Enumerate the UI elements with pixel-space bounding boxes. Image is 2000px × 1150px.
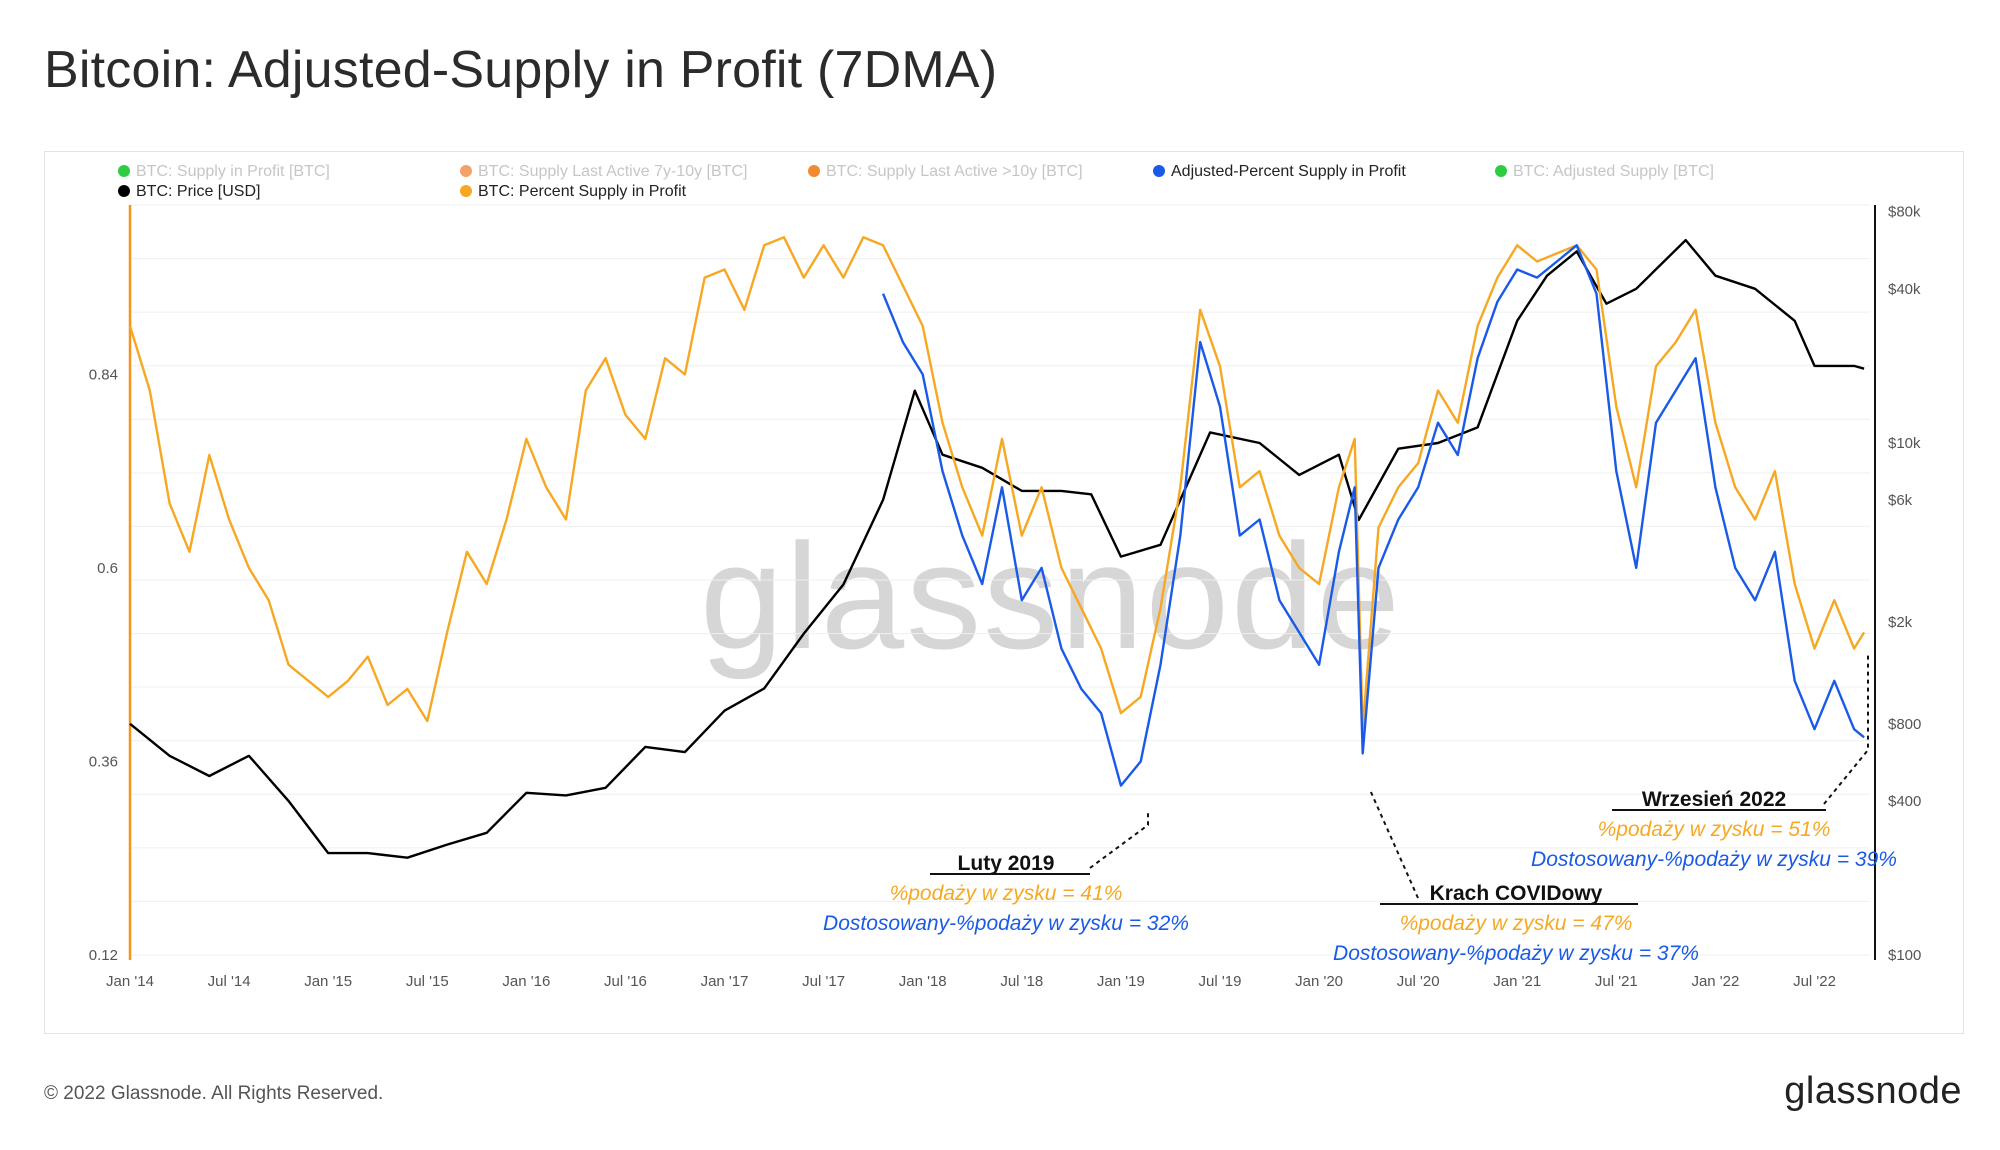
y-right-tick-label: $40k — [1888, 281, 1921, 298]
y-left-tick-label: 0.12 — [89, 947, 118, 964]
x-tick-label: Jul '17 — [802, 973, 845, 990]
y-left-tick-label: 0.6 — [97, 560, 118, 577]
series — [128, 236, 1866, 859]
x-tick-label: Jul '14 — [208, 973, 251, 990]
axes: 0.12 0.36 0.6 0.84 $100 $400 $800 $2k $6k $10k $40… — [89, 204, 1922, 990]
x-tick-label: Jul '20 — [1397, 973, 1440, 990]
x-tick-label: Jan '16 — [502, 973, 550, 990]
legend-label: Adjusted-Percent Supply in Profit — [1171, 163, 1406, 180]
chart-frame — [44, 151, 1964, 1034]
x-tick-label: Jul '16 — [604, 973, 647, 990]
y-right-tick-label: $80k — [1888, 204, 1921, 221]
annotation-adjusted: Dostosowany-%podaży w zysku = 39% — [1531, 848, 1897, 871]
x-tick-label: Jul '22 — [1793, 973, 1836, 990]
grid — [130, 204, 1870, 956]
annotations: Luty 2019 %podaży w zysku = 41% Dostosowan… — [823, 655, 1897, 965]
legend-label: BTC: Supply Last Active 7y-10y [BTC] — [478, 163, 747, 180]
legend-label: BTC: Adjusted Supply [BTC] — [1513, 163, 1714, 180]
x-tick-label: Jan '18 — [899, 973, 947, 990]
x-tick-label: Jan '22 — [1691, 973, 1739, 990]
annotation-percent: %podaży w zysku = 41% — [890, 882, 1123, 905]
legend-item[interactable]: BTC: Adjusted Supply [BTC] — [1495, 163, 1714, 180]
y-right-tick-label: $6k — [1888, 492, 1913, 509]
annotation: Krach COVIDowy %podaży w zysku = 47% Dosto… — [1333, 789, 1699, 965]
annotation-adjusted: Dostosowany-%podaży w zysku = 37% — [1333, 942, 1699, 965]
annotation-leader — [1823, 655, 1869, 805]
legend-item[interactable]: Adjusted-Percent Supply in Profit — [1153, 163, 1406, 180]
legend-swatch — [808, 165, 820, 177]
x-tick-label: Jul '18 — [1000, 973, 1043, 990]
footer-copyright: © 2022 Glassnode. All Rights Reserved. — [44, 1083, 384, 1104]
annotation-title: Wrzesień 2022 — [1642, 788, 1786, 811]
annotation-title: Krach COVIDowy — [1430, 882, 1603, 905]
x-tick-label: Jan '19 — [1097, 973, 1145, 990]
annotation: Wrzesień 2022 %podaży w zysku = 51% Dostos… — [1531, 655, 1897, 871]
y-right-tick-label: $400 — [1888, 793, 1921, 810]
series-line — [128, 236, 1866, 731]
legend-swatch — [460, 185, 472, 197]
legend-item[interactable]: BTC: Supply in Profit [BTC] — [118, 163, 330, 180]
annotation-adjusted: Dostosowany-%podaży w zysku = 32% — [823, 912, 1189, 935]
footer-logo[interactable]: glassnode — [1784, 1070, 1962, 1112]
y-left-tick-label: 0.36 — [89, 753, 118, 770]
legend-item[interactable]: BTC: Percent Supply in Profit — [460, 183, 687, 200]
x-tick-label: Jul '19 — [1199, 973, 1242, 990]
page-title: Bitcoin: Adjusted-Supply in Profit (7DMA… — [44, 41, 998, 99]
annotation-leader — [1369, 789, 1419, 899]
legend-swatch — [460, 165, 472, 177]
legend-swatch — [118, 185, 130, 197]
legend-label: BTC: Supply in Profit [BTC] — [136, 163, 330, 180]
series-line — [129, 238, 1865, 859]
legend-swatch — [1153, 165, 1165, 177]
x-tick-label: Jan '14 — [106, 973, 154, 990]
annotation-leader — [1089, 812, 1149, 869]
y-left-tick-label: 0.84 — [89, 366, 118, 383]
y-right-tick-label: $2k — [1888, 614, 1913, 631]
legend-item[interactable]: BTC: Supply Last Active 7y-10y [BTC] — [460, 163, 747, 180]
x-tick-label: Jul '15 — [406, 973, 449, 990]
legend: BTC: Supply in Profit [BTC] BTC: Supply L… — [118, 163, 1714, 200]
x-tick-label: Jan '17 — [701, 973, 749, 990]
legend-swatch — [1495, 165, 1507, 177]
legend-item[interactable]: BTC: Supply Last Active >10y [BTC] — [808, 163, 1083, 180]
legend-label: BTC: Price [USD] — [136, 183, 260, 200]
x-tick-label: Jul '21 — [1595, 973, 1638, 990]
x-tick-label: Jan '20 — [1295, 973, 1343, 990]
legend-item[interactable]: BTC: Price [USD] — [118, 183, 260, 200]
legend-label: BTC: Percent Supply in Profit — [478, 183, 687, 200]
annotation-percent: %podaży w zysku = 47% — [1400, 912, 1633, 935]
y-right-tick-label: $100 — [1888, 947, 1921, 964]
y-right-tick-label: $800 — [1888, 716, 1921, 733]
legend-label: BTC: Supply Last Active >10y [BTC] — [826, 163, 1083, 180]
y-right-tick-label: $10k — [1888, 435, 1921, 452]
x-tick-label: Jan '15 — [304, 973, 352, 990]
series-line — [881, 244, 1865, 787]
x-tick-label: Jan '21 — [1493, 973, 1541, 990]
annotation-percent: %podaży w zysku = 51% — [1598, 818, 1831, 841]
annotation-title: Luty 2019 — [958, 852, 1055, 875]
legend-swatch — [118, 165, 130, 177]
annotation: Luty 2019 %podaży w zysku = 41% Dostosowan… — [823, 812, 1189, 935]
